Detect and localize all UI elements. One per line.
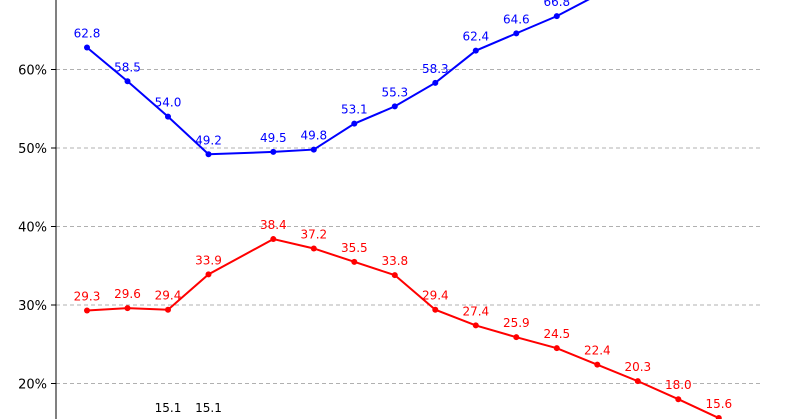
y-tick-label: 30%	[18, 299, 47, 314]
data-label: 55.3	[381, 85, 408, 99]
data-label: 58.5	[114, 60, 141, 74]
data-label: 18.0	[665, 378, 692, 392]
data-point	[351, 258, 358, 265]
data-point	[124, 305, 131, 312]
data-point	[472, 47, 479, 54]
data-point	[124, 78, 131, 85]
y-tick-label: 20%	[18, 378, 47, 393]
y-tick-label: 40%	[18, 221, 47, 236]
data-label: 29.4	[422, 289, 449, 303]
data-label: 53.1	[341, 103, 368, 117]
y-tick-label: 60%	[18, 64, 47, 79]
data-point	[310, 245, 317, 252]
data-label: 15.1	[155, 401, 182, 415]
data-point	[205, 271, 212, 278]
series-group	[84, 0, 722, 419]
data-label: 20.3	[624, 360, 651, 374]
data-label: 62.8	[74, 27, 101, 41]
data-point	[165, 306, 171, 313]
data-label: 49.5	[260, 131, 287, 145]
data-point	[84, 307, 90, 314]
data-point	[472, 322, 479, 329]
y-tick-label: 50%	[18, 142, 47, 157]
data-label: 29.6	[114, 287, 141, 301]
data-labels: 62.8 58.5 54.0 49.2 49.5 49.8 53.1 55.3 58.3 62.4…	[74, 0, 733, 415]
data-label: 49.2	[195, 133, 222, 147]
data-point	[594, 361, 601, 368]
data-label: 29.3	[74, 289, 101, 303]
data-label: 64.6	[503, 12, 530, 26]
data-point	[675, 396, 682, 403]
data-label: 58.3	[422, 62, 449, 76]
series-line	[86, 237, 720, 419]
data-point	[84, 44, 90, 51]
data-label: 49.8	[300, 129, 327, 143]
data-point	[391, 103, 398, 110]
data-label: 62.4	[462, 30, 489, 44]
data-label: 38.4	[260, 218, 287, 232]
data-label: 33.8	[381, 254, 408, 268]
grid-lines	[56, 69, 762, 384]
data-label: 35.5	[341, 241, 368, 255]
data-label: 24.5	[543, 327, 570, 341]
data-label: 54.0	[155, 96, 182, 110]
data-label: 22.4	[584, 344, 611, 358]
data-label: 15.1	[195, 401, 222, 415]
data-point	[165, 113, 171, 120]
data-label: 33.9	[195, 253, 222, 267]
data-point	[513, 334, 520, 341]
data-point	[715, 415, 722, 419]
data-point	[553, 345, 560, 352]
data-label: 29.4	[155, 289, 182, 303]
data-label: 15.6	[705, 397, 732, 411]
data-point	[270, 236, 277, 243]
data-point	[432, 306, 439, 313]
data-point	[432, 79, 439, 86]
data-label: 27.4	[462, 304, 489, 318]
data-point	[351, 120, 358, 127]
data-point	[513, 30, 520, 37]
data-label: 37.2	[300, 227, 327, 241]
y-axis: 20% 30% 40% 50% 60%	[18, 0, 57, 419]
data-label: 66.8	[543, 0, 570, 9]
data-point	[310, 146, 317, 153]
data-point	[553, 13, 560, 20]
data-point	[205, 151, 212, 158]
data-label: 25.9	[503, 316, 530, 330]
data-point	[270, 148, 277, 155]
data-point	[634, 378, 641, 385]
data-point	[391, 272, 398, 279]
